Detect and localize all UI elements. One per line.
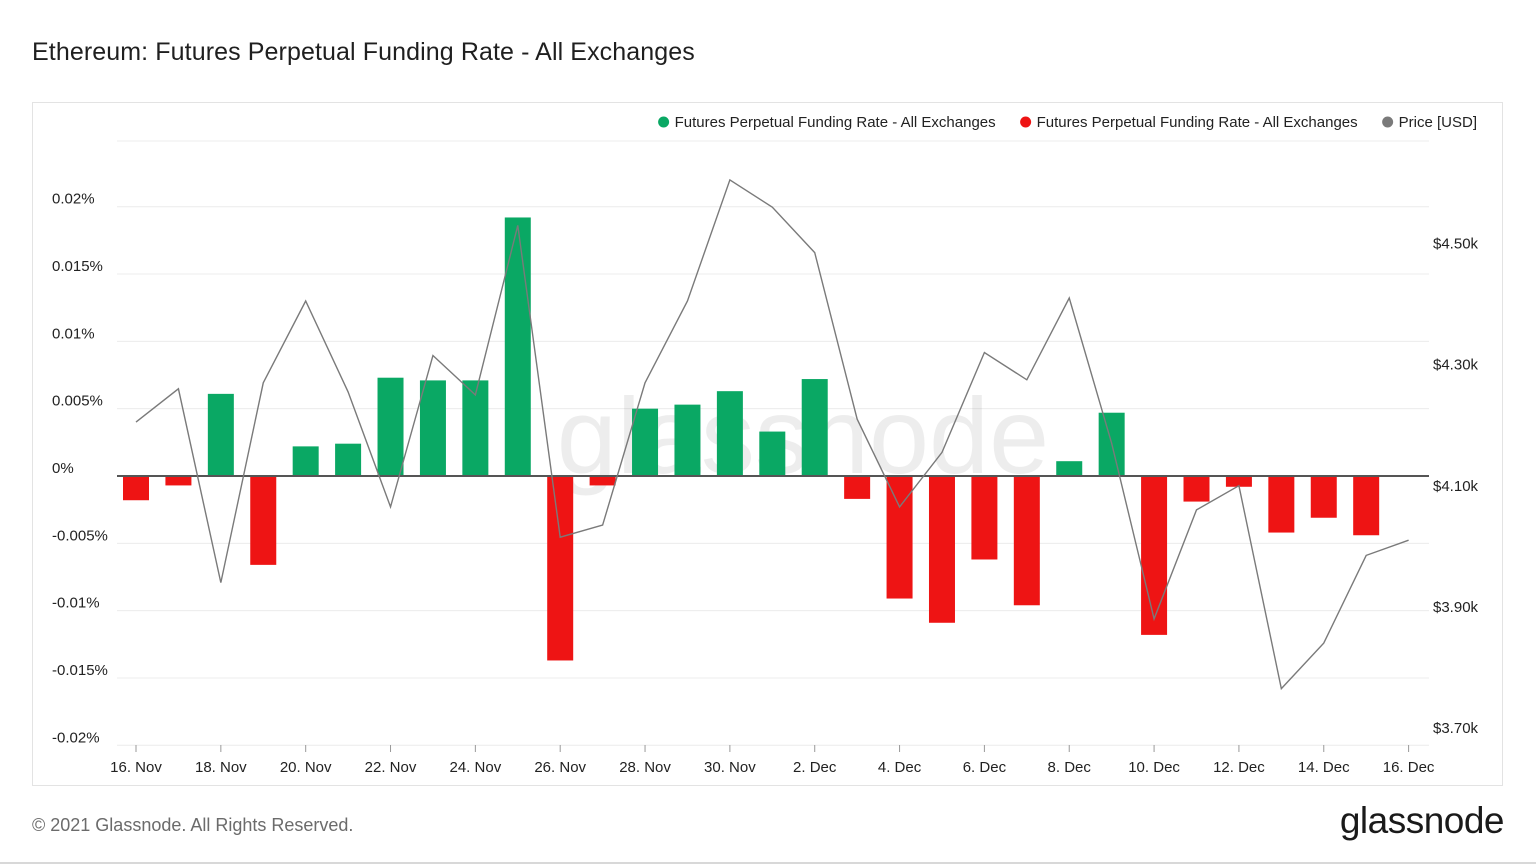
y-tick-label-left: -0.015% [52, 662, 108, 679]
x-tick-label: 16. Dec [1383, 759, 1435, 776]
bars [123, 217, 1380, 661]
bar-positive [462, 380, 489, 476]
copyright-text: © 2021 Glassnode. All Rights Reserved. [32, 815, 354, 835]
x-tick-label: 20. Nov [280, 759, 332, 776]
x-axis: 16. Nov 18. Nov 20. Nov 22. Nov 24. Nov 26. N… [110, 745, 1435, 776]
legend-label-3: Price [USD] [1399, 114, 1477, 131]
bar-positive [1056, 461, 1083, 476]
y-tick-label-left: -0.02% [52, 729, 100, 746]
y-tick-label-right: $4.30k [1433, 357, 1479, 374]
bar-positive [716, 391, 743, 476]
bar-negative [1225, 476, 1252, 487]
x-tick-label: 22. Nov [365, 759, 417, 776]
x-tick-label: 8. Dec [1048, 759, 1092, 776]
legend-marker-3 [1382, 116, 1394, 128]
x-tick-label: 10. Dec [1128, 759, 1180, 776]
bar-negative [1310, 476, 1337, 518]
bar-negative [250, 476, 277, 565]
x-tick-label: 26. Nov [534, 759, 586, 776]
y-tick-label-left: 0.01% [52, 325, 95, 342]
funding-rate-chart: glassnode 0.02%0.015%0.01%0.005%0%-0.005… [52, 114, 1479, 776]
x-tick-label: 30. Nov [704, 759, 756, 776]
chart-title: Ethereum: Futures Perpetual Funding Rate… [32, 38, 695, 66]
bar-negative [928, 476, 955, 623]
bar-negative [1013, 476, 1040, 606]
bar-negative [1268, 476, 1295, 533]
bar-positive [419, 380, 446, 476]
bar-positive [759, 431, 786, 476]
bar-negative [589, 476, 616, 486]
bar-negative [1183, 476, 1210, 502]
bar-positive [504, 217, 531, 477]
legend-marker-2 [1020, 116, 1032, 128]
x-tick-label: 16. Nov [110, 759, 162, 776]
x-tick-label: 4. Dec [878, 759, 922, 776]
y-tick-label-left: -0.01% [52, 595, 100, 612]
y-tick-label-left: -0.005% [52, 527, 108, 544]
bar-negative [971, 476, 998, 560]
y-tick-label-right: $4.50k [1433, 236, 1479, 253]
y-tick-label-left: 0.005% [52, 393, 103, 410]
legend-marker-1 [658, 116, 670, 128]
y-tick-label-right: $3.70k [1433, 720, 1479, 737]
bar-negative [165, 476, 192, 486]
y-tick-label-left: 0.015% [52, 258, 103, 275]
x-tick-label: 2. Dec [793, 759, 837, 776]
x-tick-label: 18. Nov [195, 759, 247, 776]
bar-positive [674, 404, 701, 476]
bar-negative [844, 476, 871, 499]
bar-negative [1141, 476, 1168, 635]
chart-frame: glassnode 0.02%0.015%0.01%0.005%0%-0.005… [32, 102, 1503, 786]
price-line [135, 178, 1409, 691]
bottom-divider [0, 862, 1536, 864]
bar-positive [377, 377, 404, 476]
x-tick-label: 24. Nov [450, 759, 502, 776]
y-tick-label-right: $4.10k [1433, 478, 1479, 495]
bar-positive [292, 446, 319, 476]
x-tick-label: 28. Nov [619, 759, 671, 776]
y-tick-label-left: 0.02% [52, 191, 95, 208]
y-tick-label-right: $3.90k [1433, 599, 1479, 616]
bar-negative [123, 476, 149, 501]
x-tick-label: 6. Dec [963, 759, 1007, 776]
x-tick-label: 12. Dec [1213, 759, 1265, 776]
bar-negative [547, 476, 574, 661]
legend-label-2: Futures Perpetual Funding Rate - All Exc… [1037, 114, 1358, 131]
x-tick-label: 14. Dec [1298, 759, 1350, 776]
y-axis-left: 0.02% 0.015% 0.01% 0.005% 0% -0.005% -0.01% -0.… [52, 191, 108, 747]
y-axis-right: $4.50k $4.30k $4.10k $3.90k $3.70k [1433, 236, 1479, 737]
price-line-group [135, 178, 1409, 691]
bar-positive [801, 379, 828, 476]
bar-positive [207, 393, 234, 476]
bar-positive [632, 408, 659, 476]
legend: Futures Perpetual Funding Rate - All Exc… [658, 114, 1477, 131]
brand-logo: glassnode [1339, 800, 1505, 841]
bar-negative [1353, 476, 1380, 536]
y-tick-label-left: 0% [52, 460, 74, 477]
legend-label-1: Futures Perpetual Funding Rate - All Exc… [675, 114, 996, 131]
bar-positive [335, 443, 362, 476]
